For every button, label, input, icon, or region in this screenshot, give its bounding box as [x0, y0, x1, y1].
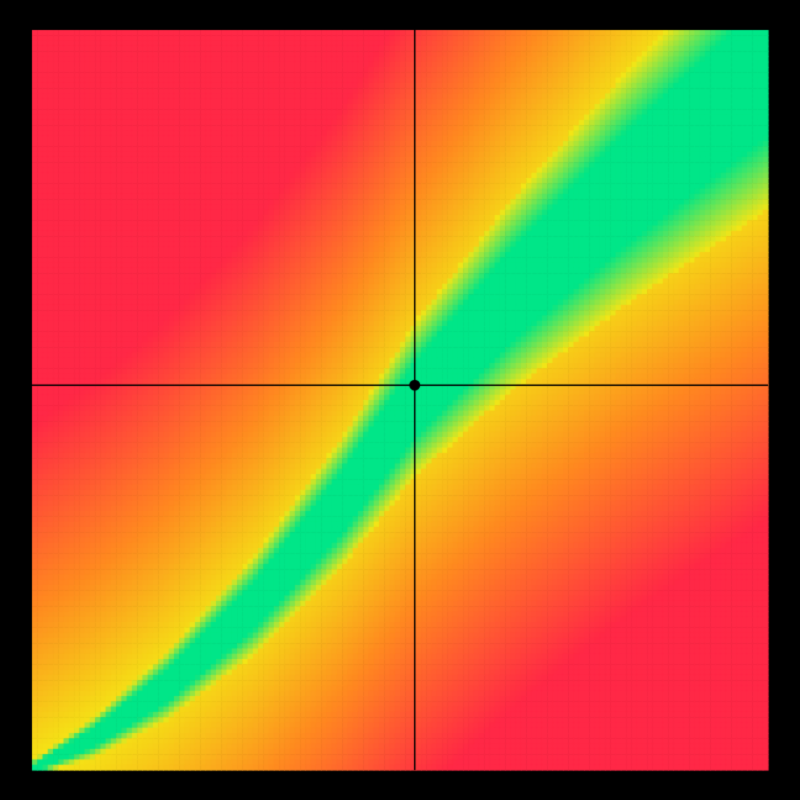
bottleneck-heatmap — [0, 0, 800, 800]
watermark-text: TheBottleneck.com — [563, 4, 766, 30]
chart-container: TheBottleneck.com — [0, 0, 800, 800]
